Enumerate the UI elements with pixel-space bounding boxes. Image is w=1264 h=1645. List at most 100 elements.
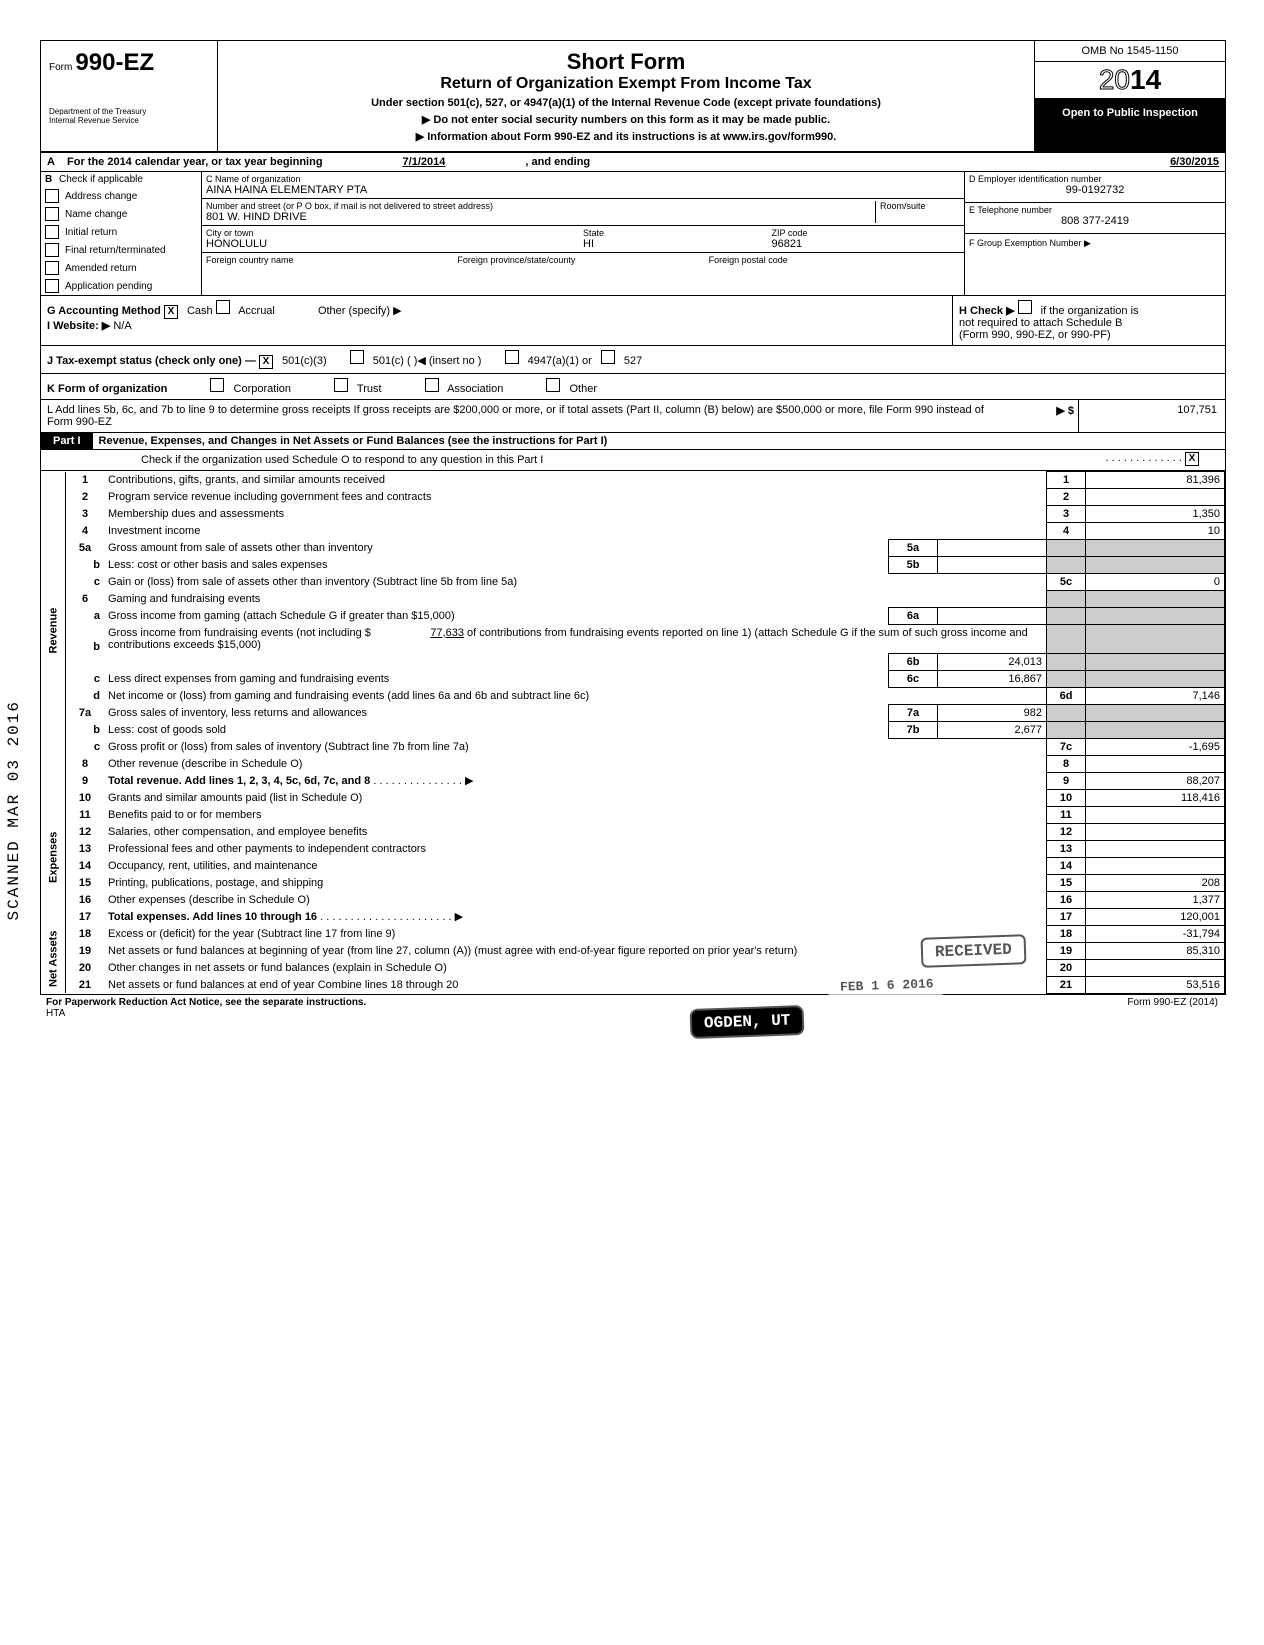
street-label: Number and street (or P O box, if mail i… bbox=[206, 201, 875, 211]
label-a: A bbox=[47, 156, 67, 168]
foreign-country-label: Foreign country name bbox=[206, 255, 457, 277]
shaded-5b-val bbox=[1086, 557, 1225, 574]
line-2-val bbox=[1086, 489, 1225, 506]
l-arrow: ▶ $ bbox=[1010, 400, 1078, 432]
label-trust: Trust bbox=[357, 383, 382, 395]
line-18-val: -31,794 bbox=[1086, 925, 1225, 942]
checkbox-h[interactable] bbox=[1018, 300, 1032, 314]
line-15-no: 15 bbox=[66, 874, 105, 891]
line-6a-val bbox=[938, 607, 1047, 624]
line-14-desc: Occupancy, rent, utilities, and maintena… bbox=[104, 857, 1047, 874]
shaded-5a bbox=[1047, 540, 1086, 557]
checkbox-final-return[interactable] bbox=[45, 243, 59, 257]
ein-value: 99-0192732 bbox=[969, 184, 1221, 196]
shaded-6c bbox=[1047, 670, 1086, 687]
line-17-val: 120,001 bbox=[1086, 908, 1225, 925]
line-12-box: 12 bbox=[1047, 823, 1086, 840]
label-527: 527 bbox=[624, 355, 642, 367]
line-5a-no: 5a bbox=[66, 540, 105, 557]
row-j: J Tax-exempt status (check only one) — X… bbox=[41, 346, 1225, 374]
cal-year-label: For the 2014 calendar year, or tax year … bbox=[67, 156, 323, 168]
g-label: G Accounting Method bbox=[47, 305, 161, 317]
header-row: Form 990-EZ Department of the Treasury I… bbox=[41, 41, 1225, 153]
line-10-no: 10 bbox=[66, 789, 105, 806]
line-5b-box: 5b bbox=[889, 557, 938, 574]
line-12-no: 12 bbox=[66, 823, 105, 840]
shaded-6-val bbox=[1086, 591, 1225, 608]
line-3-box: 3 bbox=[1047, 506, 1086, 523]
checkbox-schedule-o[interactable]: X bbox=[1185, 452, 1199, 466]
checkbox-4947[interactable] bbox=[505, 350, 519, 364]
line-5a-desc: Gross amount from sale of assets other t… bbox=[104, 540, 889, 557]
checkbox-assoc[interactable] bbox=[425, 378, 439, 392]
line-5b-desc: Less: cost or other basis and sales expe… bbox=[104, 557, 889, 574]
line-11-box: 11 bbox=[1047, 806, 1086, 823]
line-14-no: 14 bbox=[66, 857, 105, 874]
checkbox-trust[interactable] bbox=[334, 378, 348, 392]
line-7b-no: b bbox=[66, 721, 105, 738]
label-initial-return: Initial return bbox=[65, 227, 117, 238]
city-value: HONOLULU bbox=[206, 238, 583, 250]
line-21-box: 21 bbox=[1047, 976, 1086, 993]
label-accrual: Accrual bbox=[238, 305, 275, 317]
checkbox-amended[interactable] bbox=[45, 261, 59, 275]
line-8-no: 8 bbox=[66, 755, 105, 772]
checkbox-other-org[interactable] bbox=[546, 378, 560, 392]
line-6d-desc: Net income or (loss) from gaming and fun… bbox=[104, 687, 1047, 704]
label-name-change: Name change bbox=[65, 209, 127, 220]
line-13-val bbox=[1086, 840, 1225, 857]
ssn-warning: ▶ Do not enter social security numbers o… bbox=[226, 113, 1026, 126]
checkbox-cash[interactable]: X bbox=[164, 305, 178, 319]
line-6b-val: 24,013 bbox=[938, 653, 1047, 670]
h-text2: not required to attach Schedule B bbox=[959, 317, 1122, 329]
line-11-no: 11 bbox=[66, 806, 105, 823]
line-7a-no: 7a bbox=[66, 704, 105, 721]
checkbox-corp[interactable] bbox=[210, 378, 224, 392]
checkbox-501c[interactable] bbox=[350, 350, 364, 364]
shaded-6a bbox=[1047, 607, 1086, 624]
checkbox-initial-return[interactable] bbox=[45, 225, 59, 239]
checkbox-name-change[interactable] bbox=[45, 207, 59, 221]
checkbox-501c3[interactable]: X bbox=[259, 355, 273, 369]
checkbox-accrual[interactable] bbox=[216, 300, 230, 314]
expenses-side-label: Expenses bbox=[41, 789, 66, 925]
line-13-no: 13 bbox=[66, 840, 105, 857]
shaded-6 bbox=[1047, 591, 1086, 608]
dept-treasury: Department of the Treasury Internal Reve… bbox=[49, 107, 209, 125]
paperwork-notice: For Paperwork Reduction Act Notice, see … bbox=[46, 997, 366, 1008]
line-3-val: 1,350 bbox=[1086, 506, 1225, 523]
scanned-stamp-vertical: SCANNED MAR 03 2016 bbox=[5, 700, 23, 920]
f-label: F Group Exemption Number ▶ bbox=[969, 238, 1221, 249]
checkbox-address-change[interactable] bbox=[45, 189, 59, 203]
line-16-val: 1,377 bbox=[1086, 891, 1225, 908]
line-4-box: 4 bbox=[1047, 523, 1086, 540]
line-6a-box: 6a bbox=[889, 607, 938, 624]
line-1-no: 1 bbox=[66, 472, 105, 489]
shaded-6b-up-val bbox=[1086, 624, 1225, 653]
netassets-side-label: Net Assets bbox=[41, 925, 66, 993]
line-5c-desc: Gain or (loss) from sale of assets other… bbox=[104, 574, 1047, 591]
contrib-amount: 77,633 bbox=[374, 627, 464, 639]
label-other-method: Other (specify) ▶ bbox=[318, 305, 402, 317]
l-value: 107,751 bbox=[1078, 400, 1225, 432]
c-label: C Name of organization bbox=[206, 174, 960, 184]
city-label: City or town bbox=[206, 228, 583, 238]
checkbox-app-pending[interactable] bbox=[45, 279, 59, 293]
line-1-box: 1 bbox=[1047, 472, 1086, 489]
shaded-7a bbox=[1047, 704, 1086, 721]
footer-row: For Paperwork Reduction Act Notice, see … bbox=[40, 995, 1224, 1029]
line-14-val bbox=[1086, 857, 1225, 874]
checkbox-527[interactable] bbox=[601, 350, 615, 364]
shaded-6b bbox=[1047, 653, 1086, 670]
shaded-7a-val bbox=[1086, 704, 1225, 721]
line-2-desc: Program service revenue including govern… bbox=[104, 489, 1047, 506]
label-4947: 4947(a)(1) or bbox=[528, 355, 592, 367]
received-stamp: RECEIVED bbox=[921, 934, 1027, 968]
line-5a-box: 5a bbox=[889, 540, 938, 557]
line-20-no: 20 bbox=[66, 959, 105, 976]
website-label: I Website: ▶ bbox=[47, 320, 110, 332]
label-corp: Corporation bbox=[234, 383, 291, 395]
section-g: G Accounting Method X Cash Accrual Other… bbox=[41, 296, 953, 345]
line-6b-desc1: Gross income from fundraising events (no… bbox=[104, 624, 1047, 653]
line-17-box: 17 bbox=[1047, 908, 1086, 925]
